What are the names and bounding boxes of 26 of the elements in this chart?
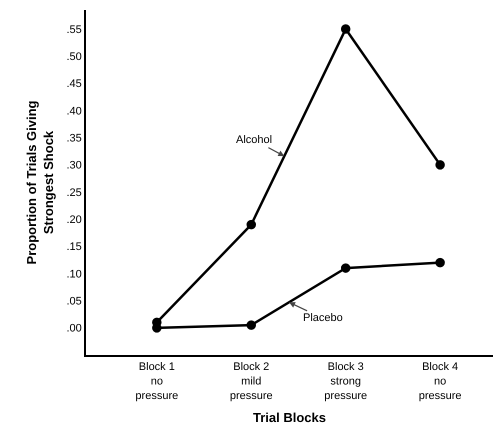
x-tick-label: Block 4 no pressure (418, 361, 462, 402)
series-label: Alcohol (236, 134, 272, 146)
y-tick-label: .05 (66, 296, 82, 308)
y-tick-label: .50 (66, 51, 82, 64)
point (435, 160, 445, 170)
y-tick-label: .15 (66, 241, 82, 254)
x-axis-title: Trial Blocks (253, 410, 326, 425)
point (246, 320, 256, 330)
y-tick-label: .00 (66, 322, 82, 335)
x-tick-label: Block 3 strong pressure (324, 361, 368, 402)
point (246, 220, 256, 230)
y-tick-label: .10 (66, 268, 82, 280)
y-tick-label: .40 (66, 105, 82, 118)
point (340, 263, 350, 273)
point (435, 258, 445, 268)
y-tick-label: .55 (66, 24, 82, 36)
y-tick-label: .45 (66, 78, 82, 90)
y-tick-label: .20 (66, 214, 82, 226)
series-label: Placebo (303, 312, 343, 324)
x-tick-label: Block 1 no pressure (135, 361, 178, 402)
y-tick-label: .25 (66, 186, 82, 199)
y-tick-label: .30 (66, 160, 82, 172)
y-tick-label: .35 (66, 132, 82, 145)
point (340, 24, 350, 34)
y-axis-title: Proportion of Trials Giving Strongest Shock (24, 100, 56, 264)
x-tick-label: Block 2 mild pressure (230, 361, 273, 402)
